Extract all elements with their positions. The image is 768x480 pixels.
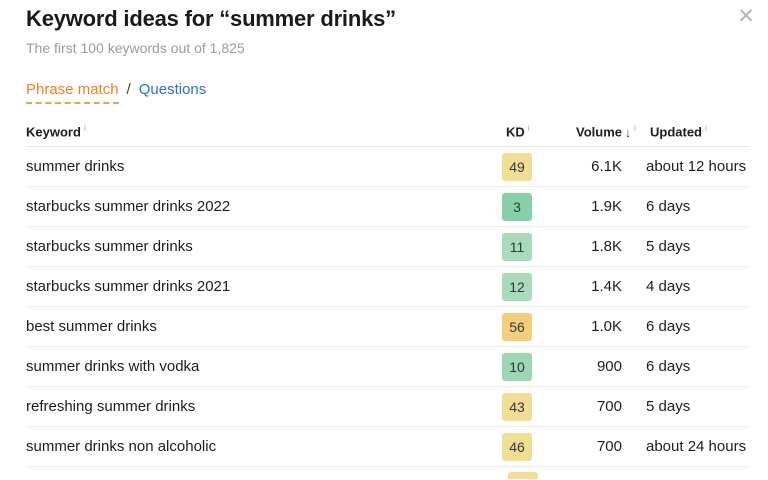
kd-badge: 12 — [502, 272, 532, 301]
info-icon[interactable]: i — [705, 123, 707, 134]
table-row: best summer drinks 56 1.0K 6 days — [26, 307, 750, 347]
updated-cell: 5 days — [646, 398, 691, 415]
table-row: summer drinks non alcoholic 46 700 about 24… — [26, 427, 750, 467]
info-icon[interactable]: i — [83, 123, 86, 134]
tab-questions[interactable]: Questions — [138, 81, 207, 98]
sort-desc-icon: ↓ — [625, 125, 631, 140]
column-header-updated[interactable]: Updated i — [650, 123, 707, 140]
kd-badge — [508, 472, 538, 479]
kd-cell: 3 — [502, 192, 572, 221]
table-row: summer drinks with vodka 10 900 6 days — [26, 347, 750, 387]
keyword-cell[interactable]: summer drinks — [26, 158, 125, 175]
table-row: starbucks summer drinks 11 1.8K 5 days — [26, 227, 750, 267]
updated-cell: 6 days — [646, 318, 691, 335]
updated-cell: 6 days — [646, 358, 691, 375]
kd-cell: 46 — [502, 432, 572, 461]
volume-cell: 700 — [596, 438, 622, 455]
updated-cell: about 24 hours — [646, 438, 747, 455]
updated-cell: about 12 hours — [646, 158, 747, 175]
kd-badge: 10 — [502, 352, 532, 381]
table-row: starbucks summer drinks 2022 3 1.9K 6 days — [26, 187, 750, 227]
keyword-cell[interactable]: starbucks summer drinks — [26, 238, 193, 255]
kd-badge: 49 — [502, 152, 532, 181]
kd-badge: 3 — [502, 192, 532, 221]
column-header-volume[interactable]: Volume ↓ i — [576, 123, 636, 140]
kd-cell: 11 — [502, 232, 572, 261]
keyword-cell[interactable]: starbucks summer drinks 2021 — [26, 278, 231, 295]
kd-cell: 43 — [502, 392, 572, 421]
close-icon[interactable]: ✕ — [737, 4, 755, 28]
kd-cell: 49 — [502, 152, 572, 181]
info-icon[interactable]: i — [634, 123, 636, 134]
kd-badge: 46 — [502, 432, 532, 461]
kd-badge: 43 — [502, 392, 532, 421]
report-tabs: Phrase match / Questions — [26, 81, 750, 104]
info-icon[interactable]: i — [527, 123, 530, 134]
page-title: Keyword ideas for “summer drinks” — [26, 6, 396, 31]
column-header-keyword[interactable]: Keyword i — [26, 123, 86, 140]
result-count-subtitle: The first 100 keywords out of 1,825 — [26, 40, 245, 56]
table-row-partial — [26, 467, 750, 479]
table-row: refreshing summer drinks 43 700 5 days — [26, 387, 750, 427]
volume-cell: 1.8K — [591, 238, 622, 255]
volume-cell: 1.4K — [591, 278, 622, 295]
table-body: summer drinks 49 6.1K about 12 hours starbuc… — [26, 147, 750, 467]
keyword-cell[interactable]: refreshing summer drinks — [26, 398, 196, 415]
kd-cell: 12 — [502, 272, 572, 301]
updated-cell: 4 days — [646, 278, 691, 295]
keywords-table: Keyword i KD i Volume ↓ i Updated i summer dr… — [26, 117, 750, 479]
updated-cell: 5 days — [646, 238, 691, 255]
volume-cell: 6.1K — [591, 158, 622, 175]
kd-cell: 56 — [502, 312, 572, 341]
keyword-cell[interactable]: best summer drinks — [26, 318, 157, 335]
keyword-cell[interactable]: starbucks summer drinks 2022 — [26, 198, 231, 215]
updated-cell: 6 days — [646, 198, 691, 215]
table-row: starbucks summer drinks 2021 12 1.4K 4 days — [26, 267, 750, 307]
volume-cell: 700 — [596, 398, 622, 415]
keyword-cell[interactable]: summer drinks with vodka — [26, 358, 200, 375]
tab-separator: / — [126, 81, 131, 98]
keyword-cell[interactable]: summer drinks non alcoholic — [26, 438, 217, 455]
volume-cell: 1.0K — [591, 318, 622, 335]
column-header-kd[interactable]: KD i — [506, 123, 530, 140]
kd-cell: 10 — [502, 352, 572, 381]
kd-badge: 56 — [502, 312, 532, 341]
table-header-row: Keyword i KD i Volume ↓ i Updated i — [26, 117, 750, 147]
table-row: summer drinks 49 6.1K about 12 hours — [26, 147, 750, 187]
volume-cell: 900 — [596, 358, 622, 375]
tab-phrase-match[interactable]: Phrase match — [26, 81, 119, 104]
kd-badge: 11 — [502, 232, 532, 261]
volume-cell: 1.9K — [591, 198, 622, 215]
